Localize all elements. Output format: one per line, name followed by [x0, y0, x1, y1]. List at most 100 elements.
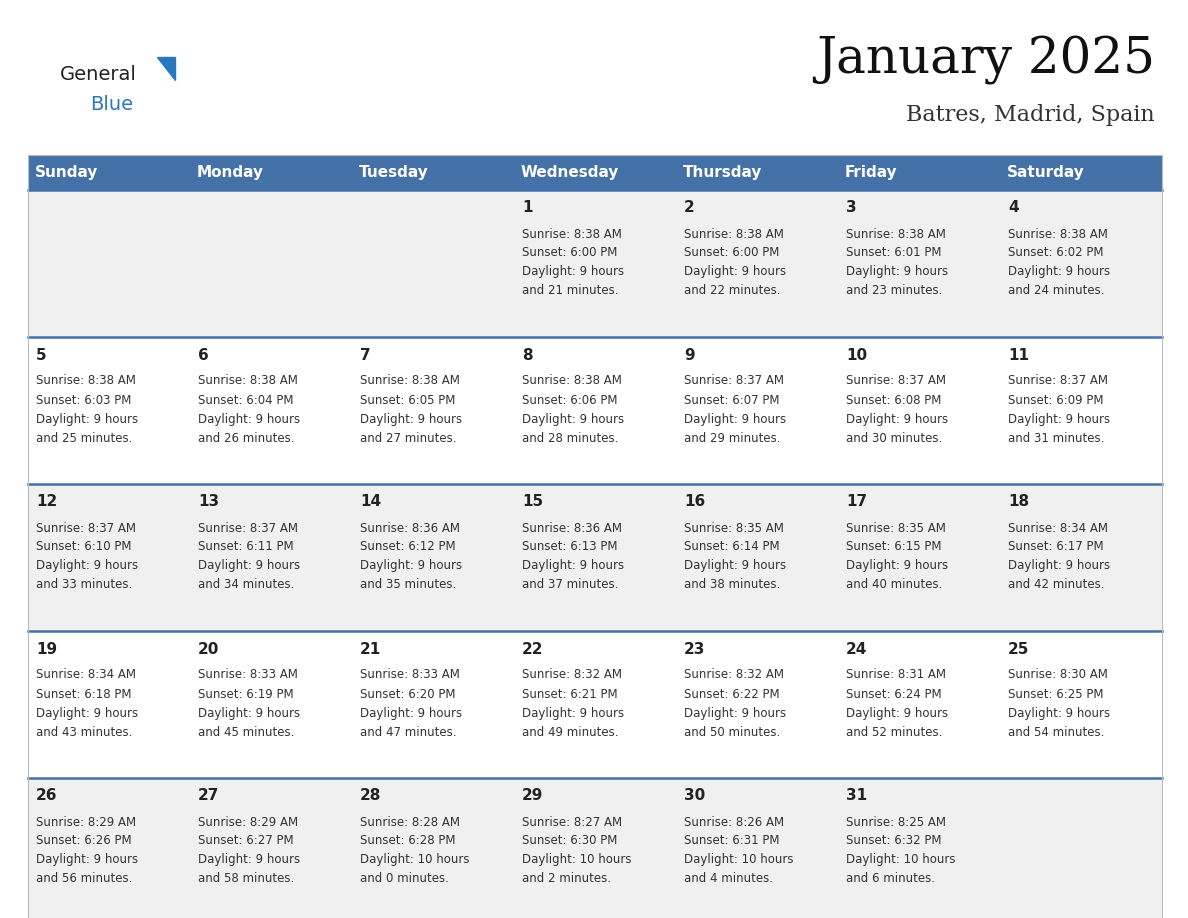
Text: Sunset: 6:02 PM: Sunset: 6:02 PM [1009, 247, 1104, 260]
Text: Sunset: 6:07 PM: Sunset: 6:07 PM [684, 394, 779, 407]
Text: Sunrise: 8:38 AM: Sunrise: 8:38 AM [522, 228, 623, 241]
Text: and 40 minutes.: and 40 minutes. [846, 578, 942, 591]
Text: 2: 2 [684, 200, 695, 216]
Text: 18: 18 [1009, 495, 1029, 509]
Text: Daylight: 9 hours: Daylight: 9 hours [522, 707, 624, 720]
Text: and 37 minutes.: and 37 minutes. [522, 578, 619, 591]
Text: Sunset: 6:08 PM: Sunset: 6:08 PM [846, 394, 941, 407]
Text: Daylight: 9 hours: Daylight: 9 hours [1009, 412, 1111, 426]
Text: and 24 minutes.: and 24 minutes. [1009, 285, 1105, 297]
Text: Daylight: 9 hours: Daylight: 9 hours [846, 412, 948, 426]
Bar [29, 190, 1162, 337]
Text: 20: 20 [198, 642, 220, 656]
Text: Daylight: 9 hours: Daylight: 9 hours [360, 707, 462, 720]
Text: 16: 16 [684, 495, 706, 509]
Text: Sunrise: 8:35 AM: Sunrise: 8:35 AM [846, 521, 946, 534]
Text: Daylight: 9 hours: Daylight: 9 hours [36, 854, 138, 867]
Text: Daylight: 9 hours: Daylight: 9 hours [846, 265, 948, 278]
Text: Sunset: 6:09 PM: Sunset: 6:09 PM [1009, 394, 1104, 407]
Text: and 6 minutes.: and 6 minutes. [846, 872, 935, 886]
Text: 30: 30 [684, 789, 706, 803]
Text: Daylight: 9 hours: Daylight: 9 hours [360, 559, 462, 573]
Text: Daylight: 9 hours: Daylight: 9 hours [1009, 559, 1111, 573]
Text: Daylight: 9 hours: Daylight: 9 hours [1009, 265, 1111, 278]
Text: Daylight: 9 hours: Daylight: 9 hours [522, 559, 624, 573]
Text: Daylight: 9 hours: Daylight: 9 hours [198, 707, 301, 720]
Text: 14: 14 [360, 495, 381, 509]
Text: 4: 4 [1009, 200, 1019, 216]
Text: Sunrise: 8:33 AM: Sunrise: 8:33 AM [198, 668, 298, 681]
Text: Sunrise: 8:33 AM: Sunrise: 8:33 AM [360, 668, 460, 681]
Text: Daylight: 10 hours: Daylight: 10 hours [846, 854, 955, 867]
Text: 7: 7 [360, 348, 371, 363]
Text: and 0 minutes.: and 0 minutes. [360, 872, 449, 886]
Text: and 50 minutes.: and 50 minutes. [684, 725, 781, 738]
Text: Sunrise: 8:26 AM: Sunrise: 8:26 AM [684, 815, 784, 829]
Text: Sunset: 6:32 PM: Sunset: 6:32 PM [846, 834, 942, 847]
Text: Sunset: 6:04 PM: Sunset: 6:04 PM [198, 394, 293, 407]
Text: and 47 minutes.: and 47 minutes. [360, 725, 456, 738]
Text: Sunrise: 8:37 AM: Sunrise: 8:37 AM [684, 375, 784, 387]
Text: 28: 28 [360, 789, 381, 803]
Text: 26: 26 [36, 789, 57, 803]
Text: Sunset: 6:05 PM: Sunset: 6:05 PM [360, 394, 455, 407]
Text: and 33 minutes.: and 33 minutes. [36, 578, 132, 591]
Text: and 2 minutes.: and 2 minutes. [522, 872, 611, 886]
Text: 19: 19 [36, 642, 57, 656]
Text: Sunset: 6:14 PM: Sunset: 6:14 PM [684, 541, 779, 554]
Text: Wednesday: Wednesday [520, 165, 619, 180]
Text: Sunset: 6:19 PM: Sunset: 6:19 PM [198, 688, 293, 700]
Text: 13: 13 [198, 495, 220, 509]
Text: Daylight: 9 hours: Daylight: 9 hours [684, 707, 786, 720]
Text: 23: 23 [684, 642, 706, 656]
Text: Monday: Monday [196, 165, 264, 180]
Text: Sunrise: 8:38 AM: Sunrise: 8:38 AM [846, 228, 946, 241]
Text: Sunrise: 8:25 AM: Sunrise: 8:25 AM [846, 815, 946, 829]
Text: Sunrise: 8:37 AM: Sunrise: 8:37 AM [198, 521, 298, 534]
Text: 12: 12 [36, 495, 57, 509]
Text: Daylight: 9 hours: Daylight: 9 hours [360, 412, 462, 426]
Text: Sunrise: 8:29 AM: Sunrise: 8:29 AM [36, 815, 137, 829]
Text: Sunday: Sunday [34, 165, 97, 180]
Text: Sunrise: 8:28 AM: Sunrise: 8:28 AM [360, 815, 460, 829]
Text: Blue: Blue [90, 95, 133, 115]
Text: 10: 10 [846, 348, 867, 363]
Text: 17: 17 [846, 495, 867, 509]
Text: Tuesday: Tuesday [359, 165, 428, 180]
Text: and 38 minutes.: and 38 minutes. [684, 578, 781, 591]
Text: 11: 11 [1009, 348, 1029, 363]
Text: Daylight: 9 hours: Daylight: 9 hours [684, 559, 786, 573]
Text: 25: 25 [1009, 642, 1030, 656]
Bar [29, 155, 1162, 190]
Text: and 49 minutes.: and 49 minutes. [522, 725, 619, 738]
Text: Sunrise: 8:36 AM: Sunrise: 8:36 AM [522, 521, 623, 534]
Text: Sunset: 6:28 PM: Sunset: 6:28 PM [360, 834, 456, 847]
Text: and 22 minutes.: and 22 minutes. [684, 285, 781, 297]
Text: Sunrise: 8:36 AM: Sunrise: 8:36 AM [360, 521, 460, 534]
Text: Sunset: 6:22 PM: Sunset: 6:22 PM [684, 688, 779, 700]
Text: Daylight: 10 hours: Daylight: 10 hours [684, 854, 794, 867]
Text: General: General [61, 65, 137, 84]
Text: Sunrise: 8:37 AM: Sunrise: 8:37 AM [1009, 375, 1108, 387]
Text: Daylight: 9 hours: Daylight: 9 hours [522, 265, 624, 278]
Text: and 28 minutes.: and 28 minutes. [522, 431, 619, 444]
Text: Sunrise: 8:38 AM: Sunrise: 8:38 AM [36, 375, 135, 387]
Text: Sunset: 6:00 PM: Sunset: 6:00 PM [684, 247, 779, 260]
Text: Daylight: 9 hours: Daylight: 9 hours [36, 559, 138, 573]
Text: 6: 6 [198, 348, 209, 363]
Polygon shape [157, 57, 175, 80]
Text: Daylight: 9 hours: Daylight: 9 hours [36, 707, 138, 720]
Text: Sunset: 6:01 PM: Sunset: 6:01 PM [846, 247, 942, 260]
Text: and 30 minutes.: and 30 minutes. [846, 431, 942, 444]
Text: Sunset: 6:27 PM: Sunset: 6:27 PM [198, 834, 293, 847]
Text: Sunset: 6:25 PM: Sunset: 6:25 PM [1009, 688, 1104, 700]
Text: Daylight: 9 hours: Daylight: 9 hours [198, 559, 301, 573]
Text: Daylight: 9 hours: Daylight: 9 hours [198, 412, 301, 426]
Bar [29, 337, 1162, 484]
Bar [29, 484, 1162, 631]
Text: and 26 minutes.: and 26 minutes. [198, 431, 295, 444]
Text: 27: 27 [198, 789, 220, 803]
Text: Sunrise: 8:34 AM: Sunrise: 8:34 AM [1009, 521, 1108, 534]
Text: Sunrise: 8:38 AM: Sunrise: 8:38 AM [360, 375, 460, 387]
Text: and 54 minutes.: and 54 minutes. [1009, 725, 1105, 738]
